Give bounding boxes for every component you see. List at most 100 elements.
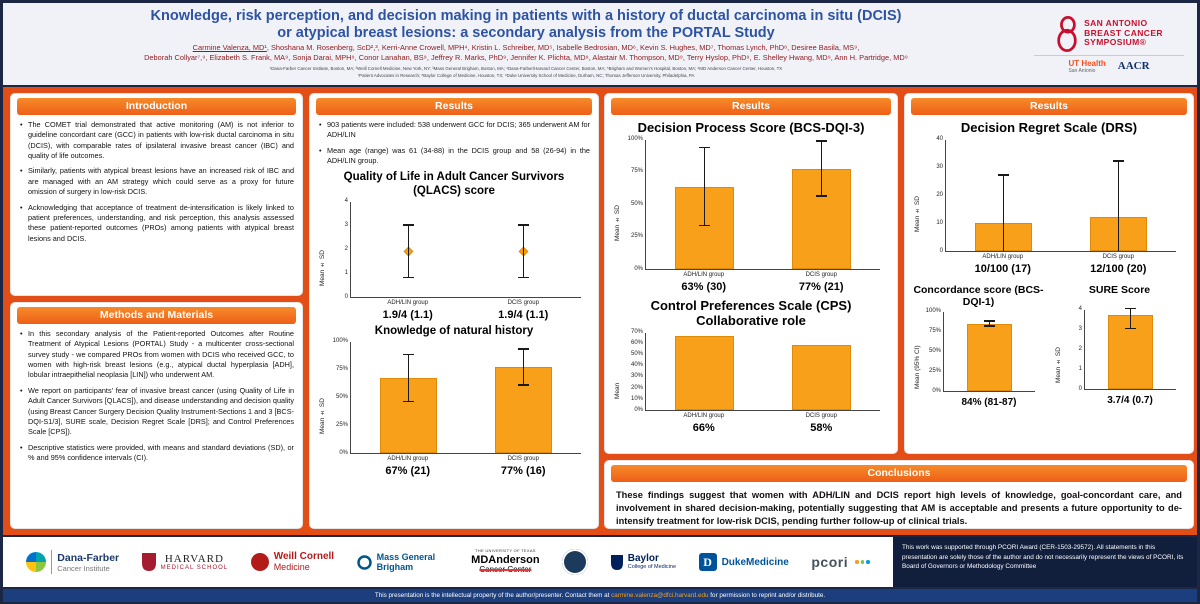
reprint-bar: This presentation is the intellectual pr…: [3, 589, 1197, 602]
knowledge-chart-title: Knowledge of natural history: [374, 324, 534, 337]
y-tick-label: 3: [1078, 325, 1082, 332]
dana-farber-icon: [26, 552, 47, 572]
concordance-chart-block: Concordance score (BCS-DQI-1) Mean (95% …: [910, 281, 1047, 412]
category-labels: ADH/LIN group DCIS group: [350, 300, 581, 306]
seal-icon: [562, 549, 589, 575]
y-axis-label: Mean ± SD: [1055, 346, 1062, 383]
error-bar: [820, 141, 823, 196]
pcori-dots-icon: [855, 560, 870, 564]
results-bullets: 903 patients were included: 538 underwen…: [318, 120, 590, 166]
error-cap: [699, 146, 710, 149]
y-tick-label: 25%: [335, 422, 348, 429]
baylor-shield-icon: [610, 554, 623, 570]
y-axis-label: Mean ± SD: [319, 250, 326, 287]
mass-general-brigham-logo: Mass General Brigham: [356, 552, 449, 573]
methods-bullet: Descriptive statistics were provided, wi…: [20, 443, 294, 464]
pcori-logo: pcori: [811, 554, 870, 570]
y-tick-label: 2: [344, 245, 348, 252]
category-labels: ADH/LIN group DCIS group: [350, 456, 581, 462]
y-tick-label: 50%: [335, 394, 348, 401]
bottom-charts-row: Concordance score (BCS-DQI-1) Mean (95% …: [910, 281, 1188, 412]
data-bar: [966, 323, 1013, 391]
introduction-card: Introduction The COMET trial demonstrate…: [10, 93, 303, 296]
error-cap: [984, 325, 995, 327]
sure-chart: Mean ± SD 0 1 2 3 4 3.7/4 (0.7): [1055, 306, 1180, 406]
poster-header: Knowledge, risk perception, and decision…: [3, 3, 1197, 85]
y-tick-label: 0: [344, 293, 348, 300]
harvard-logo: HARVARD MEDICAL SCHOOL: [141, 553, 228, 571]
chart-row: Mean ± SD 0 10 20 30 40 ADH/LIN group DCIS grou…: [914, 136, 1180, 275]
category-label: DCIS group: [805, 412, 837, 419]
introduction-header: Introduction: [17, 98, 296, 115]
error-cap: [518, 224, 529, 226]
sure-chart-title: SURE Score: [1088, 283, 1151, 296]
authors-line1: Carmine Valenza, MD¹, Shoshana M. Rosenb…: [192, 42, 860, 52]
pcori-support-note: This work was supported through PCORI Aw…: [893, 537, 1197, 587]
baylor-logo: Baylor College of Medicine: [610, 553, 676, 570]
concordance-chart-title: Concordance score (BCS-DQI-1): [913, 283, 1044, 308]
error-bar: [1002, 175, 1005, 251]
y-tick-label: 30%: [630, 373, 643, 380]
value-labels: 67% (21) 77% (16): [350, 465, 581, 477]
conclusions-header: Conclusions: [611, 465, 1187, 482]
introduction-bullets: The COMET trial demonstrated that active…: [19, 120, 294, 244]
value-label: 63% (30): [681, 280, 727, 293]
category-label: ADH/LIN group: [982, 253, 1024, 260]
y-tick-label: 25%: [928, 367, 941, 374]
y-tick-label: 0%: [932, 387, 941, 394]
error-cap: [1125, 307, 1136, 310]
value-labels: 1.9/4 (1.1) 1.9/4 (1.1): [350, 309, 581, 321]
error-cap: [403, 400, 414, 403]
error-bar: [1129, 308, 1132, 329]
results-header-2: Results: [611, 98, 891, 115]
y-tick-label: 2: [1078, 345, 1082, 352]
y-tick-label: 10%: [630, 395, 643, 402]
results-bullet: 903 patients were included: 538 underwen…: [319, 120, 590, 141]
sabcs-logo: SAN ANTONIO BREAST CANCER SYMPOSIUM®: [1055, 15, 1163, 53]
y-axis-label: Mean: [614, 382, 621, 399]
value-label: 58%: [810, 421, 833, 434]
plot-wrap: 0 10 20 30 40 ADH/LIN group DCIS group 10/100 (…: [921, 136, 1180, 275]
y-tick-label: 0%: [634, 406, 643, 413]
value-labels: 66% 58%: [645, 422, 880, 434]
category-label: ADH/LIN group: [387, 299, 429, 306]
y-tick-label: 10: [936, 219, 943, 226]
error-cap: [1113, 160, 1124, 162]
divider: [51, 550, 53, 574]
chart-row: Mean ± SD 0 1 2 3 4 ADH/LIN group DCIS group 1.9…: [319, 198, 585, 321]
plot-wrap: 0 1 2 3 4 3.7/4 (0.7): [1062, 306, 1180, 406]
ut-health-logo: UT Health San Antonio: [1068, 58, 1106, 74]
plot-area: 0 1 2 3 4: [345, 198, 581, 300]
data-bar: [675, 336, 734, 410]
error-cap: [403, 224, 414, 226]
plot-wrap: 0% 25% 50% 75% 100% ADH/LIN group DCIS group 63…: [621, 136, 884, 293]
contact-email-link[interactable]: carmine.valenza@dfci.harvard.edu: [611, 592, 709, 599]
y-tick-label: 70%: [630, 328, 643, 335]
authors-line2: Deborah Collyar⁷,⁹, Elizabeth S. Frank, …: [144, 53, 908, 63]
error-bar: [522, 348, 525, 385]
drs-chart: Mean ± SD 0 10 20 30 40 ADH/LIN group DCIS grou…: [914, 136, 1180, 275]
methods-header: Methods and Materials: [17, 307, 296, 324]
value-label: 1.9/4 (1.1): [382, 308, 433, 321]
y-tick-label: 50%: [630, 351, 643, 358]
weill-cornell-icon: [250, 553, 269, 571]
plot-wrap: 0% 10% 20% 30% 40% 50% 60% 70% ADH/LIN group DCIS…: [621, 329, 884, 434]
category-label: DCIS group: [1102, 253, 1134, 260]
value-label: 67% (21): [385, 465, 431, 478]
error-cap: [518, 348, 529, 350]
poster-title-line1: Knowledge, risk perception, and decision…: [150, 8, 902, 24]
y-tick-label: 60%: [630, 339, 643, 346]
error-bar: [407, 224, 410, 278]
y-tick-label: 0: [939, 247, 943, 254]
value-labels: 63% (30) 77% (21): [645, 281, 880, 293]
y-tick-label: 0%: [634, 265, 643, 272]
value-label: 12/100 (20): [1090, 262, 1147, 275]
error-cap: [518, 384, 529, 386]
category-labels: ADH/LIN group DCIS group: [945, 254, 1176, 260]
weill-cornell-logo: Weill Cornell Medicine: [250, 551, 334, 572]
error-cap: [699, 224, 710, 227]
plot-area: 0 1 2 3 4: [1079, 306, 1176, 392]
y-tick-label: 4: [1078, 305, 1082, 312]
plot-area: 0% 10% 20% 30% 40% 50% 60% 70%: [631, 329, 880, 413]
category-labels: ADH/LIN group DCIS group: [645, 272, 880, 278]
